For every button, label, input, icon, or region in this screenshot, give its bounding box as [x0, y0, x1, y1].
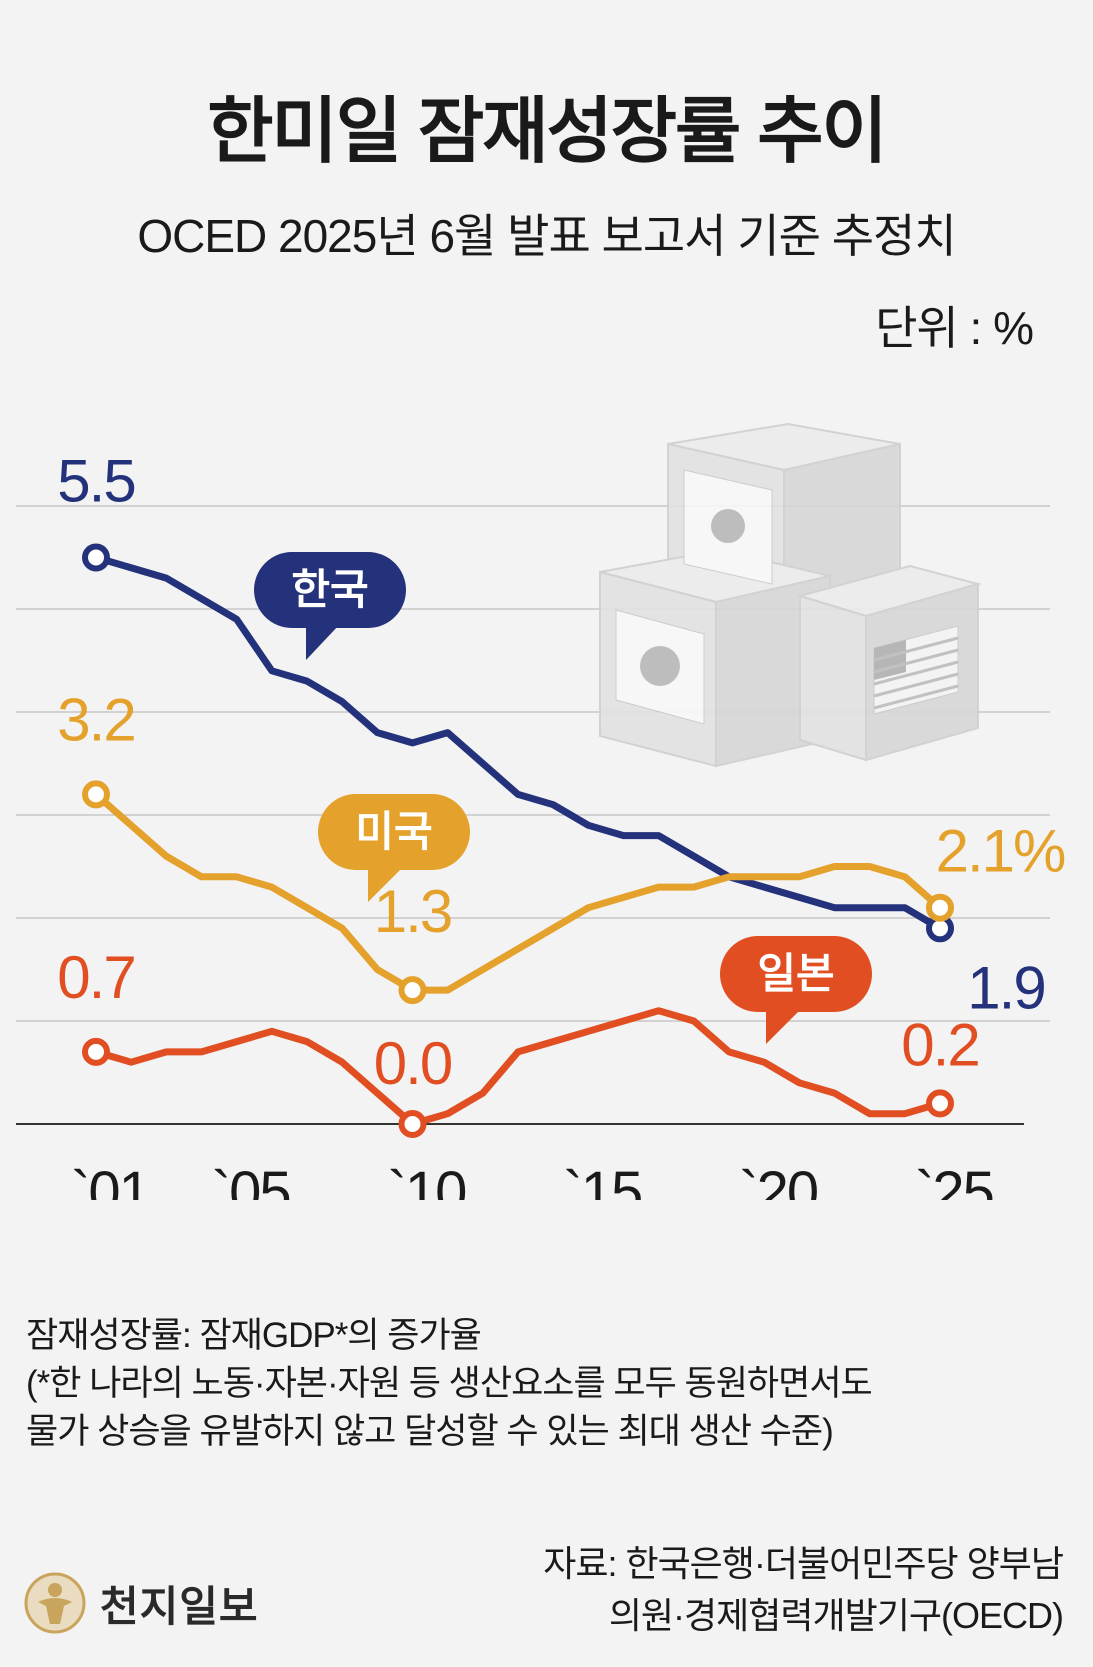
data-point-korea-2001 [82, 543, 110, 572]
usa-flag-icon [873, 625, 959, 715]
annotation-usa-2001: 3.2 [57, 686, 134, 753]
cargo-containers-illustration [599, 422, 982, 768]
footnote-line-1: 잠재성장률: 잠재GDP*의 증가율 [26, 1316, 482, 1355]
series-line-korea [92, 554, 944, 932]
series-line-japan [92, 1007, 944, 1128]
legend-label-usa: 미국 [355, 808, 432, 855]
legend-bubble-korea: 한국 [254, 552, 406, 660]
footnote-line-2: (*한 나라의 노동·자본·자원 등 생산요소를 모두 동원하면서도 [26, 1364, 873, 1403]
x-axis-ticks: `01 `05 `10 `15 `20 `25 [71, 1160, 995, 1200]
japan-flag-icon [615, 609, 705, 725]
source-credit: 자료: 한국은행·더불어민주당 양부남 의원·경제협력개발기구(OECD) [543, 1538, 1064, 1642]
annotation-japan-2025: 0.2 [901, 1011, 978, 1078]
x-tick-label: `05 [212, 1160, 290, 1200]
series-layer [82, 543, 954, 1138]
publisher-emblem-icon [24, 1572, 86, 1634]
publisher-logo: 천지일보 [24, 1572, 259, 1634]
data-point-japan-2025 [926, 1089, 954, 1118]
data-point-japan-2001 [82, 1037, 110, 1066]
legend-label-korea: 한국 [291, 566, 368, 613]
series-line-usa [92, 790, 944, 994]
legend-bubble-japan: 일본 [720, 936, 872, 1044]
korea-flag-icon [683, 469, 773, 585]
data-point-usa-2025 [926, 893, 954, 922]
x-tick-label: `25 [915, 1160, 993, 1200]
annotation-japan-2001: 0.7 [57, 944, 134, 1011]
source-line-2: 의원·경제협력개발기구(OECD) [608, 1595, 1064, 1636]
x-tick-label: `20 [739, 1160, 817, 1200]
annotation-usa-2025: 2.1% [936, 818, 1065, 885]
annotation-usa-2010: 1.3 [374, 878, 451, 945]
source-line-1: 자료: 한국은행·더불어민주당 양부남 [543, 1543, 1064, 1584]
data-point-usa-2010 [398, 976, 427, 1005]
x-tick-label: `01 [71, 1160, 149, 1200]
annotation-japan-2010: 0.0 [374, 1030, 452, 1097]
x-tick-label: `15 [563, 1160, 641, 1200]
line-chart: `01 `05 `10 `15 `20 `25 5.5 1.9 3.2 1.3 2.1% … [16, 422, 1067, 1200]
footnote-line-3: 물가 상승을 유발하지 않고 달성할 수 있는 최대 생산 수준) [26, 1412, 834, 1451]
annotation-korea-2001: 5.5 [57, 448, 134, 515]
legend-bubble-usa: 미국 [318, 794, 470, 902]
x-tick-label: `10 [388, 1160, 466, 1200]
publisher-name: 천지일보 [100, 1582, 259, 1630]
unit-label: 단위 : % [875, 302, 1034, 354]
data-point-usa-2001 [82, 780, 110, 809]
data-point-japan-2010 [398, 1110, 427, 1138]
annotation-korea-2025: 1.9 [967, 954, 1044, 1021]
footnote: 잠재성장률: 잠재GDP*의 증가율 (*한 나라의 노동·자본·자원 등 생산… [26, 1312, 873, 1456]
subtitle: OCED 2025년 6월 발표 보고서 기준 추정치 [137, 210, 956, 262]
page-title: 한미일 잠재성장률 추이 [207, 92, 887, 172]
legend-label-japan: 일본 [757, 950, 834, 997]
